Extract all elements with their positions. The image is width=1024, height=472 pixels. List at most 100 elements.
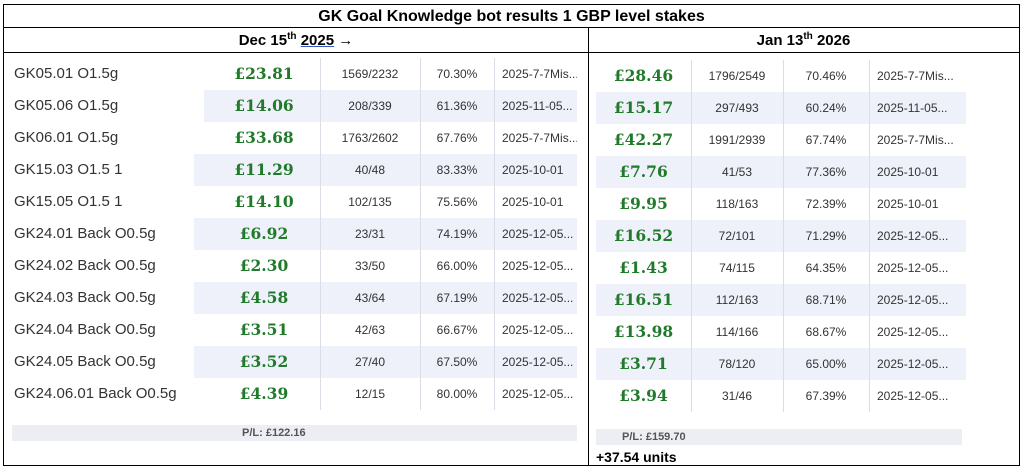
dec-header: Dec 15th 2025 → (4, 28, 588, 53)
jan-row: £3.94 31/46 67.39% 2025-12-05... (596, 380, 966, 412)
dec-pl: £11.29 (208, 154, 321, 186)
jan-row: £15.17 297/493 60.24% 2025-11-05... (596, 92, 966, 124)
jan-total: P/L: £159.70 (622, 431, 686, 443)
jan-pct: 65.00% (783, 348, 870, 380)
jan-date: 2025-12-05... (877, 261, 949, 275)
jan-date: 2025-12-05... (877, 357, 949, 371)
bot-name: GK05.01 O1.5g (14, 65, 119, 82)
jan-row: £9.95 118/163 72.39% 2025-10-01 (596, 188, 966, 220)
jan-date: 2025-12-05... (877, 389, 949, 403)
dec-row: GK24.04 Back O0.5g £3.51 42/63 66.67% 2025-1… (4, 314, 577, 346)
dec-record: 43/64 (320, 282, 421, 314)
dec-date: 2025-12-05... (502, 259, 574, 273)
dec-record: 12/15 (320, 378, 421, 410)
bot-name: GK05.06 O1.5g (14, 97, 119, 114)
jan-pct: 72.39% (783, 188, 870, 220)
name-cell-bg (4, 282, 194, 314)
jan-row: £1.43 74/115 64.35% 2025-12-05... (596, 252, 966, 284)
jan-date: 2025-11-05... (877, 101, 948, 115)
bot-name: GK24.04 Back O0.5g (14, 321, 156, 338)
dec-record: 1763/2602 (320, 122, 421, 154)
dec-pct: 83.33% (420, 154, 495, 186)
dec-total: P/L: £122.16 (242, 427, 306, 439)
jan-date: 2025-7-7Mis... (877, 133, 954, 147)
dec-date: 2025-7-7Mis... (502, 67, 577, 81)
jan-record: 297/493 (691, 92, 784, 124)
dec-record: 1569/2232 (320, 58, 421, 90)
jan-record: 1796/2549 (691, 60, 784, 92)
name-cell-bg (4, 58, 204, 90)
jan-record: 41/53 (691, 156, 784, 188)
jan-pl: £13.98 (596, 316, 692, 348)
name-cell-bg (4, 314, 194, 346)
dec-row: GK15.03 O1.5 1 £11.29 40/48 83.33% 2025-10-0… (4, 154, 577, 186)
jan-header-sup: th (803, 31, 813, 42)
dec-row: GK24.03 Back O0.5g £4.58 43/64 67.19% 2025-1… (4, 282, 577, 314)
dec-pct: 80.00% (420, 378, 495, 410)
jan-pl: £28.46 (596, 60, 692, 92)
jan-row: £16.51 112/163 68.71% 2025-12-05... (596, 284, 966, 316)
jan-record: 72/101 (691, 220, 784, 252)
bot-name: GK24.06.01 Back O0.5g (14, 385, 177, 402)
dec-pct: 66.67% (420, 314, 495, 346)
dec-pct: 61.36% (420, 90, 495, 122)
page-title: GK Goal Knowledge bot results 1 GBP leve… (4, 5, 1019, 28)
dec-record: 42/63 (320, 314, 421, 346)
jan-header-prefix: Jan 13 (756, 32, 804, 49)
jan-date: 2025-10-01 (877, 197, 939, 211)
dec-pct: 67.76% (420, 122, 495, 154)
dec-row: GK24.06.01 Back O0.5g £4.39 12/15 80.00% 202… (4, 378, 577, 410)
jan-total-bar: P/L: £159.70 (596, 429, 962, 445)
jan-pct: 68.67% (783, 316, 870, 348)
jan-pct: 67.74% (783, 124, 870, 156)
jan-record: 112/163 (691, 284, 784, 316)
dec-date: 2025-12-05... (502, 387, 574, 401)
dec-record: 208/339 (320, 90, 421, 122)
jan-pct: 77.36% (783, 156, 870, 188)
dec-pl: £4.39 (208, 378, 321, 410)
dec-pl: £3.52 (208, 346, 321, 378)
jan-header-year: 2026 (816, 32, 851, 49)
jan-row: £13.98 114/166 68.67% 2025-12-05... (596, 316, 966, 348)
dec-pct: 67.50% (420, 346, 495, 378)
jan-pct: 70.46% (783, 60, 870, 92)
dec-pl: £14.06 (208, 90, 321, 122)
dec-date: 2025-10-01 (502, 195, 564, 209)
jan-pct: 60.24% (783, 92, 870, 124)
dec-header-year: 2025 (300, 32, 335, 49)
jan-pl: £42.27 (596, 124, 692, 156)
name-cell-bg (4, 378, 194, 410)
jan-row: £3.71 78/120 65.00% 2025-12-05... (596, 348, 966, 380)
jan-row: £42.27 1991/2939 67.74% 2025-7-7Mis... (596, 124, 966, 156)
jan-pl: £3.71 (596, 348, 692, 380)
jan-date: 2025-7-7Mis... (877, 69, 954, 83)
dec-record: 102/135 (320, 186, 421, 218)
dec-pl: £33.68 (208, 122, 321, 154)
dec-date: 2025-11-05... (502, 99, 573, 113)
dec-row: GK24.02 Back O0.5g £2.30 33/50 66.00% 2025-1… (4, 250, 577, 282)
dec-record: 23/31 (320, 218, 421, 250)
jan-record: 1991/2939 (691, 124, 784, 156)
dec-pct: 75.56% (420, 186, 495, 218)
dec-pl: £23.81 (208, 58, 321, 90)
jan-pl: £3.94 (596, 380, 692, 412)
dec-row: GK24.01 Back O0.5g £6.92 23/31 74.19% 2025-1… (4, 218, 577, 250)
dec-pct: 70.30% (420, 58, 495, 90)
dec-date: 2025-10-01 (502, 163, 564, 177)
dec-pct: 67.19% (420, 282, 495, 314)
jan-row: £16.52 72/101 71.29% 2025-12-05... (596, 220, 966, 252)
name-cell-bg (4, 154, 194, 186)
jan-pl: £9.95 (596, 188, 692, 220)
jan-row: £28.46 1796/2549 70.46% 2025-7-7Mis... (596, 60, 966, 92)
dec-pl: £3.51 (208, 314, 321, 346)
dec-row: GK05.06 O1.5g £14.06 208/339 61.36% 2025-11-… (4, 90, 577, 122)
bot-name: GK24.01 Back O0.5g (14, 225, 156, 242)
jan-header: Jan 13th 2026 (588, 28, 1019, 53)
jan-record: 31/46 (691, 380, 784, 412)
bot-name: GK24.02 Back O0.5g (14, 257, 156, 274)
dec-record: 40/48 (320, 154, 421, 186)
jan-row: £7.76 41/53 77.36% 2025-10-01 (596, 156, 966, 188)
dec-row: GK05.01 O1.5g £23.81 1569/2232 70.30% 2025-7… (4, 58, 577, 90)
dec-row: GK15.05 O1.5 1 £14.10 102/135 75.56% 2025-10… (4, 186, 577, 218)
jan-pl: £15.17 (596, 92, 692, 124)
